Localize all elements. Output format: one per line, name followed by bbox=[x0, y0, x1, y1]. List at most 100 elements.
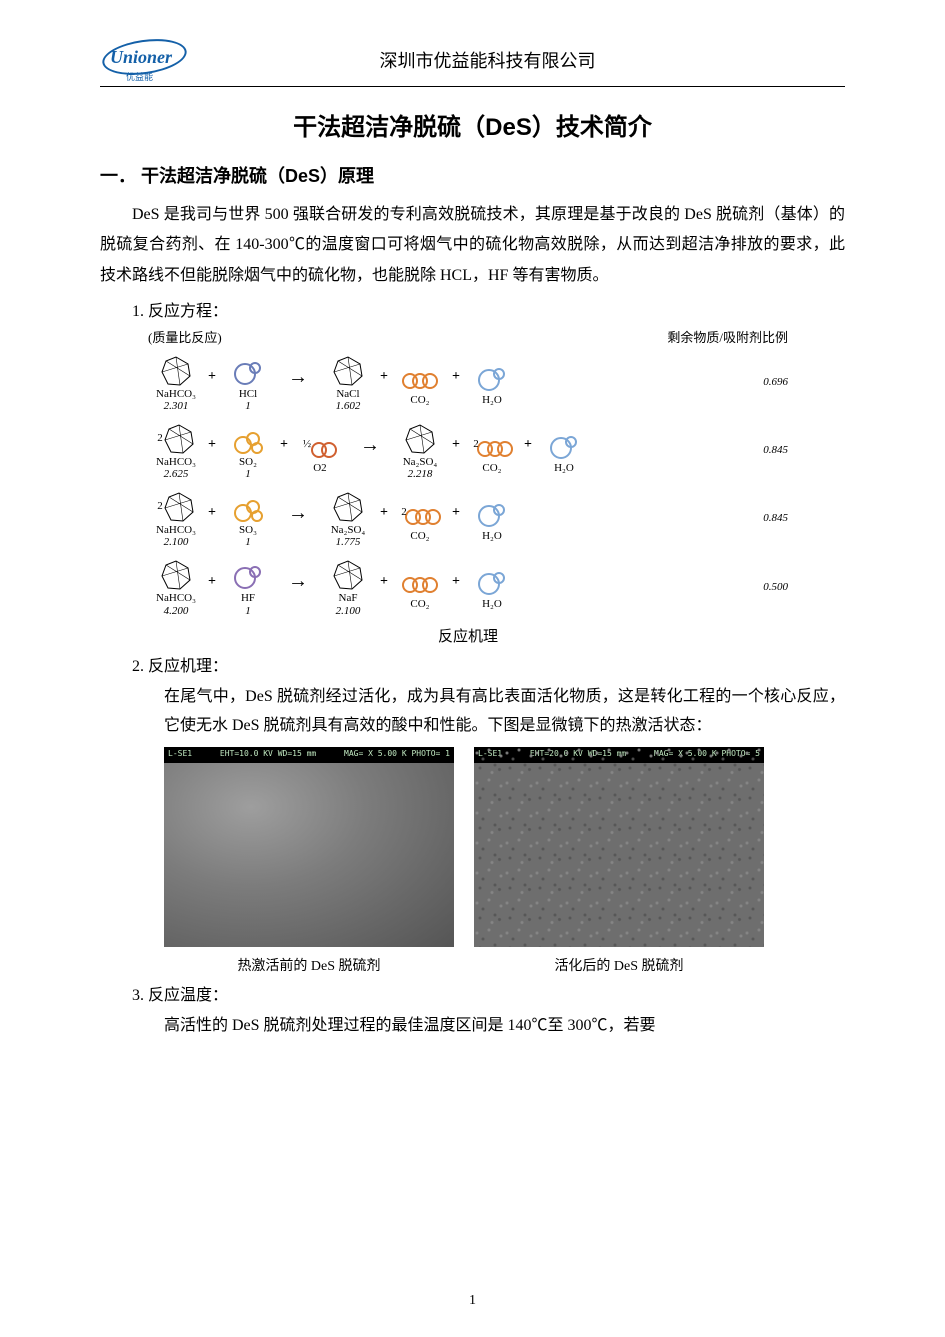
arrow-icon: → bbox=[276, 366, 320, 389]
item-1-heading: 1. 反应方程： bbox=[132, 297, 845, 321]
molecule-value: 4.200 bbox=[164, 605, 189, 617]
reaction-row-2: 2NaHCO₃2.625+SO₂1+½O2→Na₂SO₄2.218+2CO₂+H… bbox=[148, 420, 788, 480]
molecule-value: 2.625 bbox=[164, 468, 189, 480]
molecule-formula: H₂O bbox=[482, 598, 502, 610]
molecule-H₂O: H₂O bbox=[464, 358, 520, 406]
reaction-row-4: NaHCO₃4.200+HF1→NaF2.100+CO₂+H₂O0.500 bbox=[148, 556, 788, 616]
molecule-HF: HF1 bbox=[220, 556, 276, 616]
molecule-formula: Na₂SO₄ bbox=[331, 524, 366, 536]
reaction-row-1: NaHCO₃2.301+HCl1→NaCl1.602+CO₂+H₂O0.696 bbox=[148, 352, 788, 412]
item-2-text: 在尾气中，DeS 脱硫剂经过活化，成为具有高比表面活化物质，这是转化工程的一个核… bbox=[164, 682, 845, 741]
plus-icon: + bbox=[520, 437, 536, 453]
microscopy-before-infobar: L-SE1 EHT=10.0 KV WD=15 mm MAG= X 5.00 K… bbox=[164, 747, 454, 763]
molecule-formula: O2 bbox=[313, 462, 326, 474]
plus-icon: + bbox=[204, 505, 220, 521]
ratio-value: 0.845 bbox=[743, 444, 788, 456]
plus-icon: + bbox=[448, 574, 464, 590]
diagram-left-header: (质量比反应) bbox=[148, 327, 222, 346]
microscopy-after-image: L-SE1 EHT=20.0 KV WD=15 mm MAG= X 5.00 K… bbox=[474, 747, 764, 947]
molecule-value: 2.301 bbox=[164, 400, 189, 412]
molecule-formula: H₂O bbox=[482, 530, 502, 542]
diagram-right-header: 剩余物质/吸附剂比例 bbox=[667, 327, 788, 346]
molecule-value: 1 bbox=[245, 605, 251, 617]
molecule-NaHCO₃: NaHCO₃2.301 bbox=[148, 352, 204, 412]
microscopy-before-image: L-SE1 EHT=10.0 KV WD=15 mm MAG= X 5.00 K… bbox=[164, 747, 454, 947]
molecule-formula: SO₂ bbox=[239, 456, 257, 468]
plus-icon: + bbox=[448, 437, 464, 453]
molecule-formula: CO₂ bbox=[410, 394, 429, 406]
molecule-formula: SO₃ bbox=[239, 524, 257, 536]
molecule-Na₂SO₄: Na₂SO₄2.218 bbox=[392, 420, 448, 480]
microscopy-before-caption: 热激活前的 DeS 脱硫剂 bbox=[237, 955, 380, 975]
logo-text: Unioner bbox=[110, 47, 172, 68]
molecule-Na₂SO₄: Na₂SO₄1.775 bbox=[320, 488, 376, 548]
company-logo: Unioner 优益能 bbox=[100, 40, 190, 80]
plus-icon: + bbox=[376, 369, 392, 385]
molecule-NaF: NaF2.100 bbox=[320, 556, 376, 616]
molecule-CO₂: CO₂ bbox=[392, 562, 448, 610]
molecule-formula: NaCl bbox=[336, 388, 359, 400]
molecule-value: 2.218 bbox=[408, 468, 433, 480]
molecule-value: 1.602 bbox=[336, 400, 361, 412]
item-3-text: 高活性的 DeS 脱硫剂处理过程的最佳温度区间是 140℃至 300℃，若要 bbox=[164, 1011, 845, 1041]
molecule-NaHCO₃: 2NaHCO₃2.625 bbox=[148, 420, 204, 480]
arrow-icon: → bbox=[276, 570, 320, 593]
molecule-CO₂: CO₂ bbox=[392, 358, 448, 406]
molecule-NaCl: NaCl1.602 bbox=[320, 352, 376, 412]
ratio-value: 0.845 bbox=[743, 512, 788, 524]
micro-bar-right: MAG= X 5.00 K PHOTO= 5 bbox=[654, 749, 760, 761]
plus-icon: + bbox=[376, 574, 392, 590]
arrow-icon: → bbox=[276, 502, 320, 525]
molecule-O2: ½O2 bbox=[292, 426, 348, 474]
page-header: Unioner 优益能 深圳市优益能科技有限公司 bbox=[100, 40, 845, 87]
molecule-H₂O: H₂O bbox=[464, 562, 520, 610]
molecule-value: 1 bbox=[245, 400, 251, 412]
molecule-formula: NaF bbox=[339, 592, 358, 604]
molecule-formula: CO₂ bbox=[410, 530, 429, 542]
plus-icon: + bbox=[376, 505, 392, 521]
molecule-NaHCO₃: 2NaHCO₃2.100 bbox=[148, 488, 204, 548]
micro-bar-right: MAG= X 5.00 K PHOTO= 1 bbox=[344, 749, 450, 761]
molecule-HCl: HCl1 bbox=[220, 352, 276, 412]
molecule-formula: NaHCO₃ bbox=[156, 524, 196, 536]
molecule-H₂O: H₂O bbox=[464, 494, 520, 542]
molecule-value: 2.100 bbox=[164, 536, 189, 548]
ratio-value: 0.696 bbox=[743, 376, 788, 388]
ratio-value: 0.500 bbox=[743, 581, 788, 593]
molecule-value: 2.100 bbox=[336, 605, 361, 617]
molecule-value: 1.775 bbox=[336, 536, 361, 548]
diagram-caption: 反应机理 bbox=[148, 625, 788, 646]
molecule-value: 1 bbox=[245, 536, 251, 548]
plus-icon: + bbox=[276, 437, 292, 453]
header-company-name: 深圳市优益能科技有限公司 bbox=[220, 47, 845, 73]
plus-icon: + bbox=[448, 369, 464, 385]
molecule-formula: CO₂ bbox=[410, 598, 429, 610]
molecule-formula: NaHCO₃ bbox=[156, 592, 196, 604]
microscopy-after-infobar: L-SE1 EHT=20.0 KV WD=15 mm MAG= X 5.00 K… bbox=[474, 747, 764, 763]
molecule-formula: NaHCO₃ bbox=[156, 388, 196, 400]
micro-bar-left: L-SE1 bbox=[478, 749, 502, 761]
plus-icon: + bbox=[448, 505, 464, 521]
molecule-formula: H₂O bbox=[554, 462, 574, 474]
molecule-formula: HF bbox=[241, 592, 255, 604]
section-1-paragraph: DeS 是我司与世界 500 强联合研发的专利高效脱硫技术，其原理是基于改良的 … bbox=[100, 200, 845, 291]
plus-icon: + bbox=[204, 369, 220, 385]
molecule-SO₃: SO₃1 bbox=[220, 488, 276, 548]
item-2-heading: 2. 反应机理： bbox=[132, 652, 845, 676]
molecule-value: 1 bbox=[245, 468, 251, 480]
document-title: 干法超洁净脱硫（DeS）技术简介 bbox=[100, 107, 845, 142]
section-1-heading: 一． 干法超洁净脱硫（DeS）原理 bbox=[100, 162, 845, 188]
molecule-formula: CO₂ bbox=[482, 462, 501, 474]
plus-icon: + bbox=[204, 437, 220, 453]
microscopy-row: L-SE1 EHT=10.0 KV WD=15 mm MAG= X 5.00 K… bbox=[164, 747, 845, 975]
micro-bar-mid: EHT=10.0 KV WD=15 mm bbox=[220, 749, 316, 761]
microscopy-after-caption: 活化后的 DeS 脱硫剂 bbox=[554, 955, 683, 975]
molecule-CO₂: 2CO₂ bbox=[464, 426, 520, 474]
arrow-icon: → bbox=[348, 434, 392, 457]
micro-bar-mid: EHT=20.0 KV WD=15 mm bbox=[530, 749, 626, 761]
molecule-NaHCO₃: NaHCO₃4.200 bbox=[148, 556, 204, 616]
molecule-H₂O: H₂O bbox=[536, 426, 592, 474]
micro-bar-left: L-SE1 bbox=[168, 749, 192, 761]
reaction-row-3: 2NaHCO₃2.100+SO₃1→Na₂SO₄1.775+2CO₂+H₂O0.… bbox=[148, 488, 788, 548]
molecule-CO₂: 2CO₂ bbox=[392, 494, 448, 542]
